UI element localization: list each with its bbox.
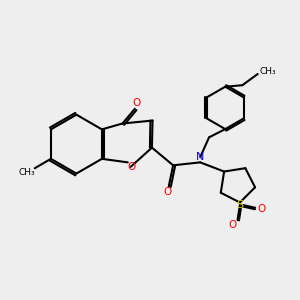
Text: O: O [257, 204, 265, 214]
Text: O: O [163, 188, 171, 197]
Text: CH₃: CH₃ [260, 67, 276, 76]
Text: S: S [236, 200, 244, 210]
Text: CH₃: CH₃ [18, 169, 35, 178]
Text: O: O [132, 98, 140, 109]
Text: O: O [128, 162, 136, 172]
Text: O: O [228, 220, 236, 230]
Text: N: N [196, 152, 204, 162]
